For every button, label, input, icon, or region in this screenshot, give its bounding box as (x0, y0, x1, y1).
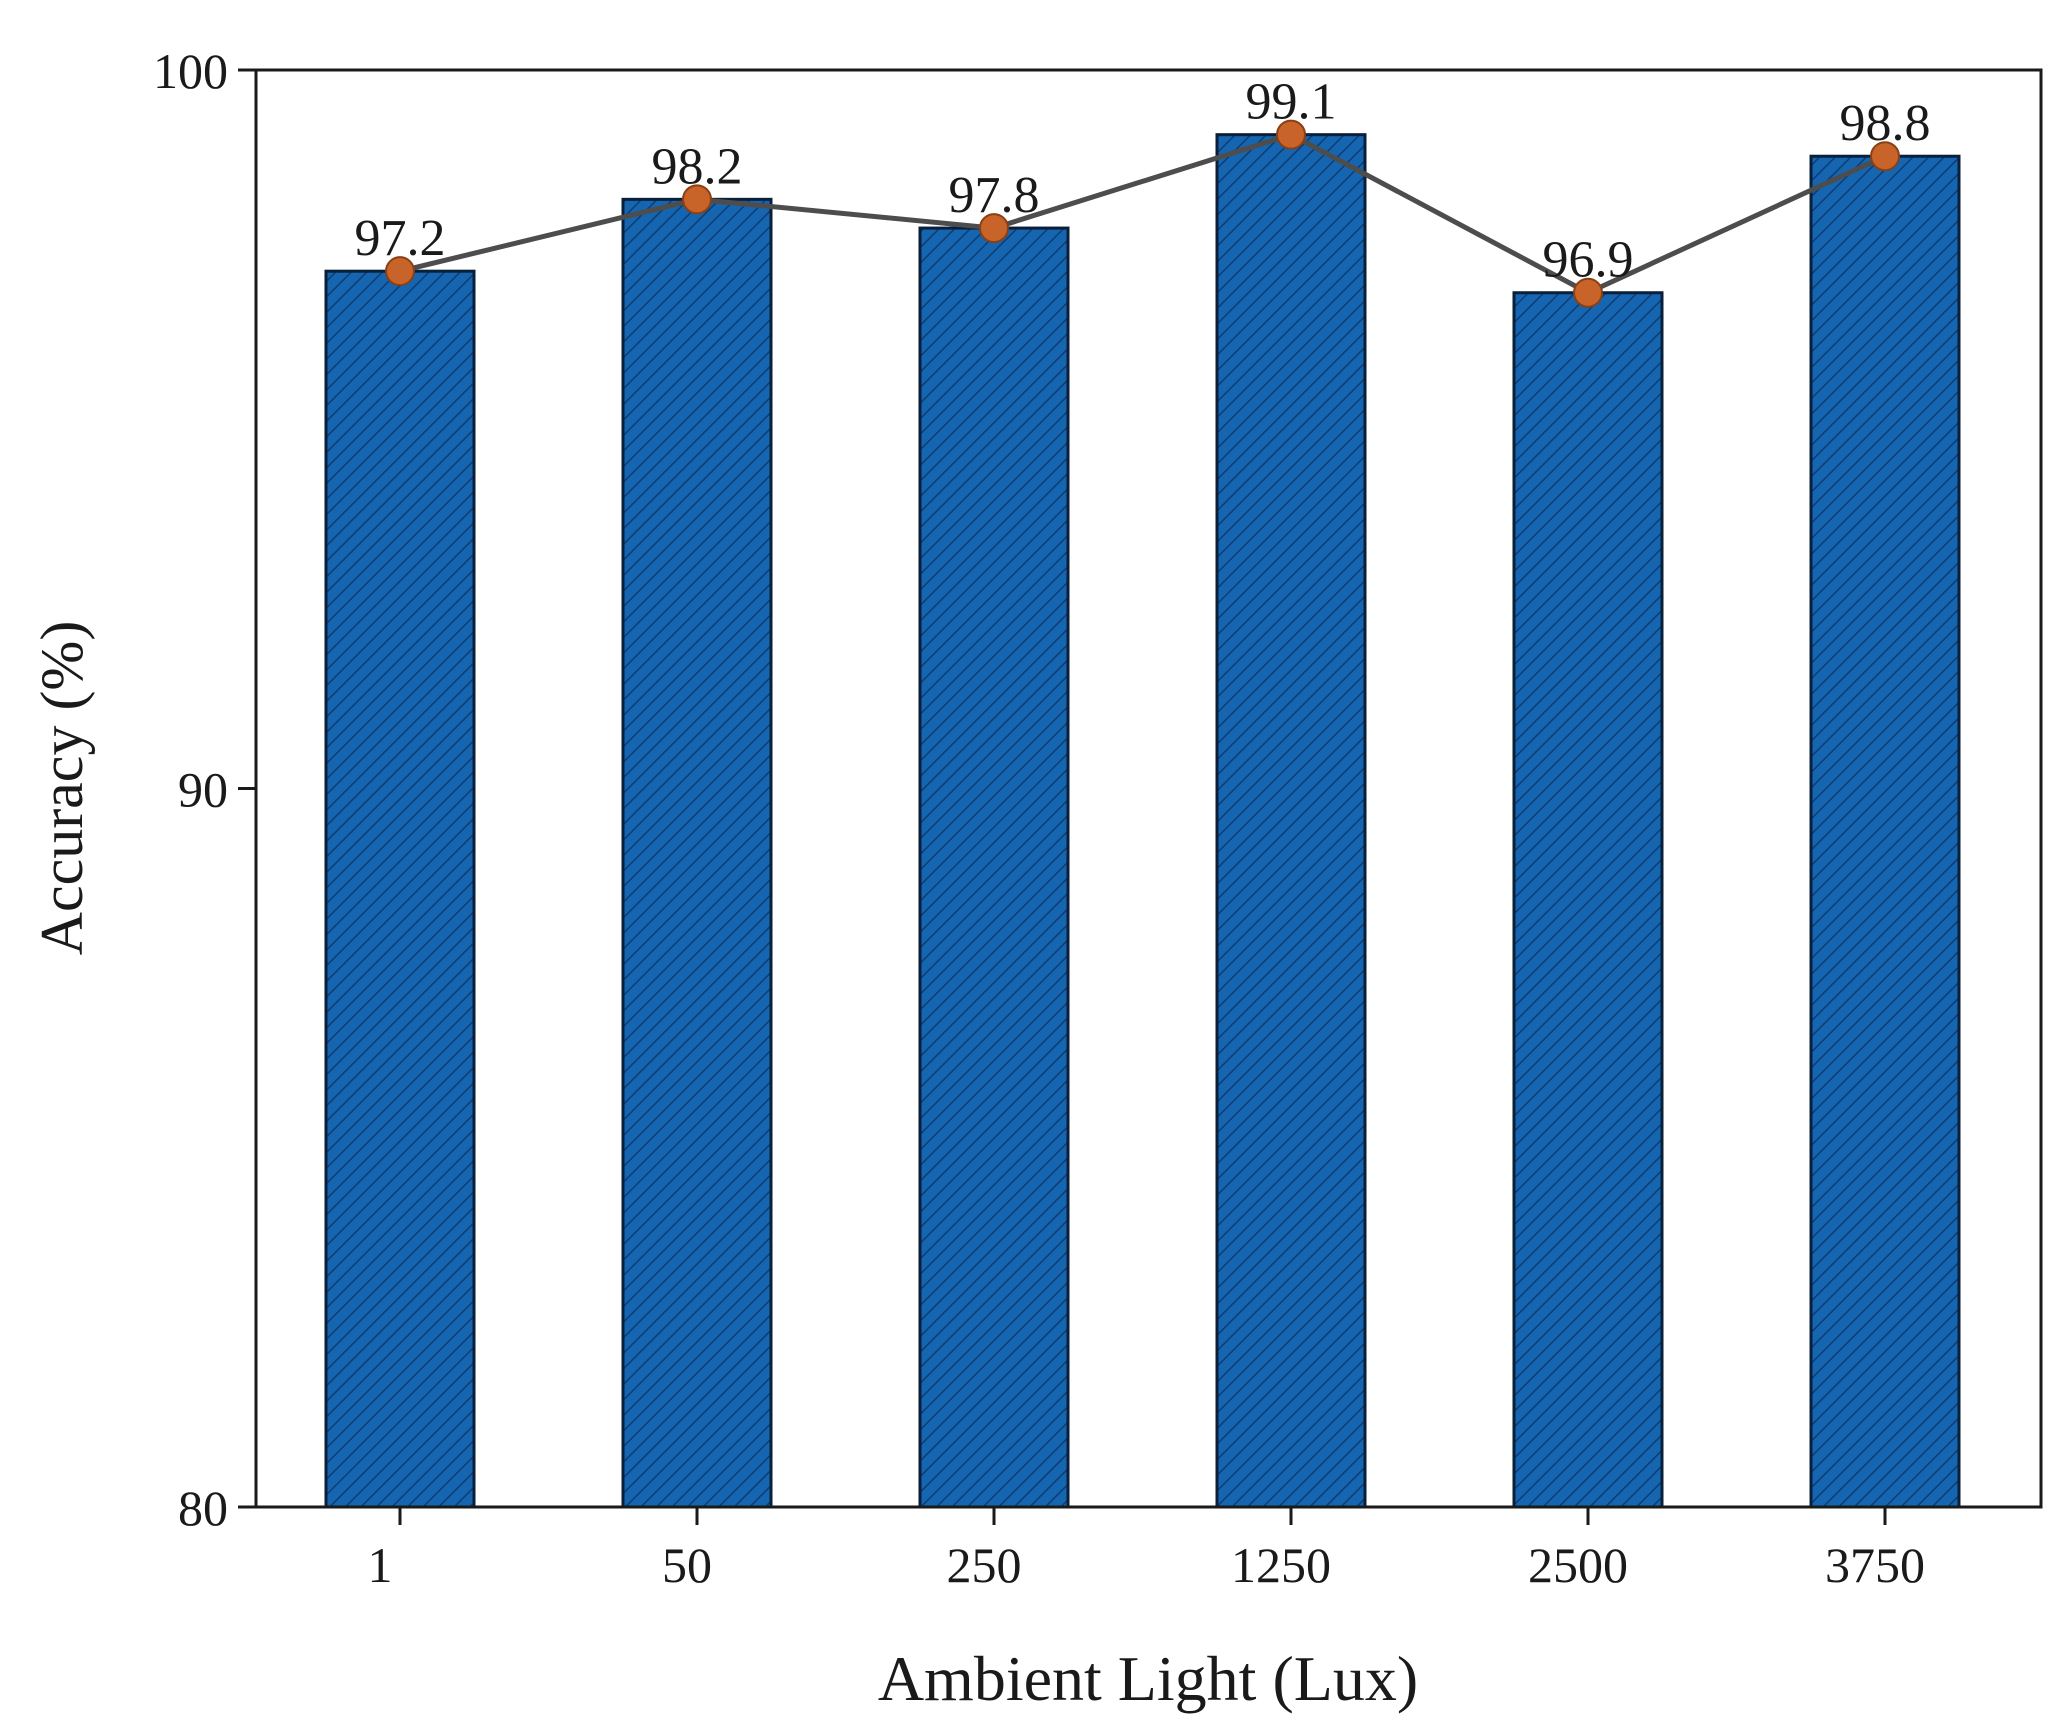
marker-250 (979, 213, 1009, 244)
x-tick-label-50: 50 (662, 1537, 712, 1593)
data-label-2500: 96.9 (1543, 232, 1634, 289)
marker-3750 (1870, 141, 1900, 172)
data-label-50: 98.2 (652, 138, 743, 195)
bar-50 (621, 197, 773, 1509)
bar-2500 (1512, 291, 1664, 1509)
line-layer (385, 119, 1900, 308)
x-tick-label-250: 250 (947, 1537, 1022, 1593)
y-ticks-layer: 80 90 100 (153, 43, 256, 1536)
x-tick-label-1: 1 (368, 1537, 393, 1593)
x-tick-label-2500: 2500 (1528, 1537, 1628, 1593)
x-ticks-layer: 1 50 250 1250 2500 3750 (368, 1507, 1925, 1593)
data-label-1250: 99.1 (1246, 74, 1337, 131)
bars-layer (324, 133, 1961, 1509)
marker-1250 (1276, 119, 1306, 150)
bar-3750 (1809, 154, 1961, 1509)
y-axis-title: Accuracy (%) (29, 621, 95, 956)
marker-1 (385, 256, 415, 287)
data-labels-layer: 97.2 98.2 97.8 99.1 96.9 98.8 (355, 74, 1931, 289)
x-axis-title: Ambient Light (Lux) (878, 1643, 1418, 1714)
marker-2500 (1573, 277, 1603, 308)
bar-250 (918, 226, 1070, 1509)
x-tick-label-3750: 3750 (1825, 1537, 1925, 1593)
bar-1250 (1215, 133, 1367, 1509)
trend-line (399, 132, 1887, 296)
x-tick-label-1250: 1250 (1231, 1537, 1331, 1593)
data-label-1: 97.2 (355, 210, 446, 267)
plot-frame (254, 68, 2043, 1509)
data-label-250: 97.8 (949, 167, 1040, 224)
data-label-3750: 98.8 (1840, 95, 1931, 152)
y-tick-label-90: 90 (178, 762, 228, 818)
y-tick-label-80: 80 (178, 1480, 228, 1536)
marker-50 (682, 184, 712, 215)
bar-1 (324, 269, 476, 1509)
y-tick-label-100: 100 (153, 43, 228, 99)
